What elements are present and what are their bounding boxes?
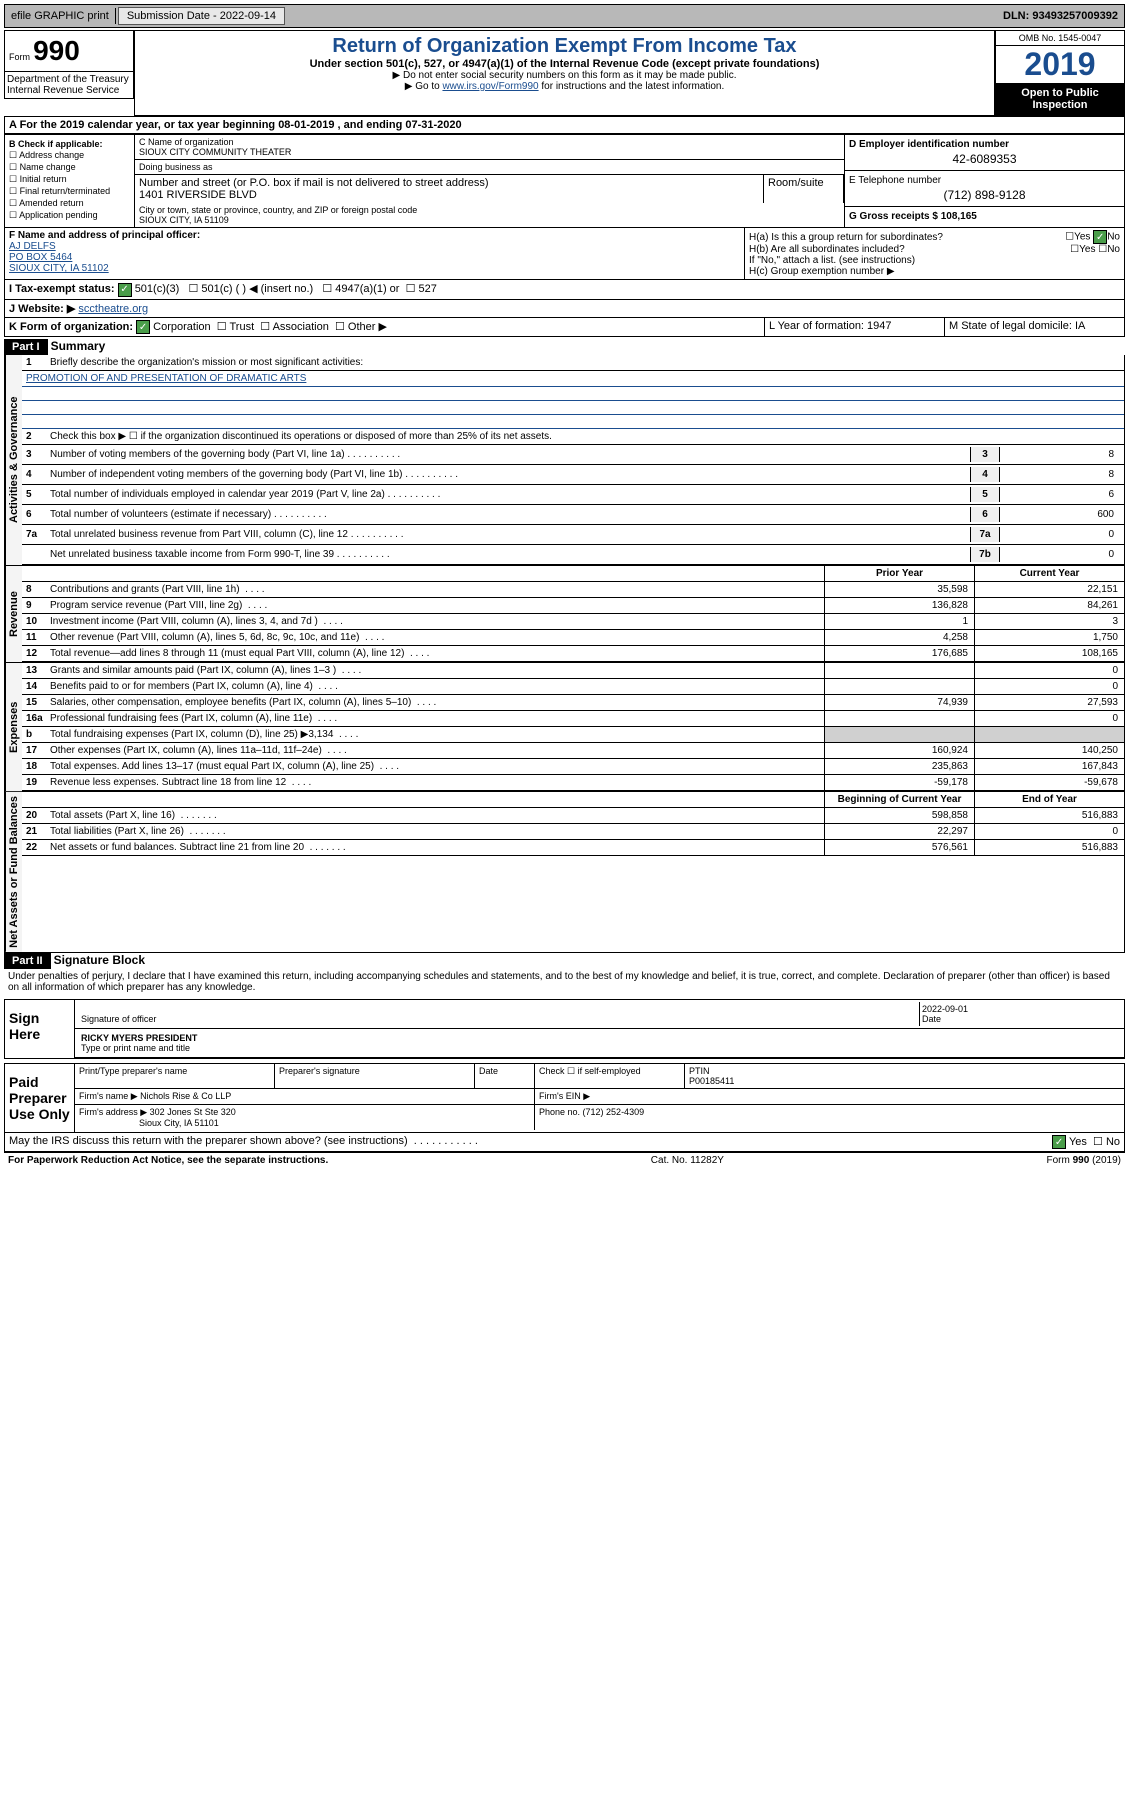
section-m: M State of legal domicile: IA: [944, 318, 1124, 337]
data-line: 9Program service revenue (Part VIII, lin…: [22, 598, 1124, 614]
dln: DLN: 93493257009392: [997, 8, 1124, 24]
irs-link[interactable]: www.irs.gov/Form990: [442, 81, 538, 92]
section-l: L Year of formation: 1947: [764, 318, 944, 337]
form-number: 990: [33, 35, 80, 66]
data-line: 13Grants and similar amounts paid (Part …: [22, 663, 1124, 679]
street: 1401 RIVERSIDE BLVD: [139, 189, 257, 201]
vert-net-assets: Net Assets or Fund Balances: [5, 792, 22, 952]
summary-line: Net unrelated business taxable income fr…: [22, 545, 1124, 565]
part1-header: Part I: [4, 339, 48, 355]
section-b: B Check if applicable: ☐ Address change …: [5, 135, 135, 227]
data-line: 21Total liabilities (Part X, line 26) . …: [22, 824, 1124, 840]
part1-title: Summary: [51, 339, 106, 353]
org-name: SIOUX CITY COMMUNITY THEATER: [139, 147, 291, 157]
check-icon: ✓: [118, 283, 132, 297]
data-line: 14Benefits paid to or for members (Part …: [22, 679, 1124, 695]
vert-revenue: Revenue: [5, 566, 22, 662]
data-line: 12Total revenue—add lines 8 through 11 (…: [22, 646, 1124, 662]
part2-header: Part II: [4, 953, 51, 969]
officer-name: AJ DELFS: [9, 241, 56, 252]
section-h: H(a) Is this a group return for subordin…: [744, 228, 1124, 279]
paid-preparer-section: Paid Preparer Use Only Print/Type prepar…: [4, 1063, 1125, 1133]
data-line: 18Total expenses. Add lines 13–17 (must …: [22, 759, 1124, 775]
subtitle: Under section 501(c), 527, or 4947(a)(1)…: [139, 58, 990, 70]
check-icon: ✓: [136, 320, 150, 334]
firm-phone: Phone no. (712) 252-4309: [535, 1105, 1124, 1130]
sign-here-section: Sign Here Signature of officer 2022-09-0…: [4, 999, 1125, 1059]
website-row: J Website: ▶ scctheatre.org: [5, 300, 1124, 317]
title-box: Return of Organization Exempt From Incom…: [134, 30, 995, 116]
omb-number: OMB No. 1545-0047: [996, 31, 1124, 46]
summary-line: 3Number of voting members of the governi…: [22, 445, 1124, 465]
data-line: 10Investment income (Part VIII, column (…: [22, 614, 1124, 630]
mission: PROMOTION OF AND PRESENTATION OF DRAMATI…: [22, 371, 1124, 387]
discuss-row: May the IRS discuss this return with the…: [5, 1133, 1124, 1152]
inspection-label: Open to Public Inspection: [996, 83, 1124, 115]
form-header: Form 990 Department of the Treasury Inte…: [4, 30, 1125, 116]
summary-line: 7aTotal unrelated business revenue from …: [22, 525, 1124, 545]
city: SIOUX CITY, IA 51109: [139, 215, 229, 225]
submission-date: Submission Date - 2022-09-14: [118, 7, 285, 25]
data-line: 8Contributions and grants (Part VIII, li…: [22, 582, 1124, 598]
year-box: OMB No. 1545-0047 2019 Open to Public In…: [995, 30, 1125, 116]
ptin: P00185411: [689, 1076, 734, 1086]
data-line: 11Other revenue (Part VIII, column (A), …: [22, 630, 1124, 646]
data-line: 15Salaries, other compensation, employee…: [22, 695, 1124, 711]
check-icon: ✓: [1052, 1135, 1066, 1149]
phone: (712) 898-9128: [849, 188, 1120, 202]
summary-line: 6Total number of volunteers (estimate if…: [22, 505, 1124, 525]
check-icon: ✓: [1093, 230, 1107, 244]
form-number-box: Form 990: [4, 30, 134, 72]
footer: For Paperwork Reduction Act Notice, see …: [4, 1152, 1125, 1168]
form-label: Form: [9, 52, 30, 62]
main-title: Return of Organization Exempt From Incom…: [139, 35, 990, 58]
summary-line: 4Number of independent voting members of…: [22, 465, 1124, 485]
part2-title: Signature Block: [54, 953, 145, 967]
officer-signature-name: RICKY MYERS PRESIDENT: [81, 1033, 197, 1043]
instruction-2: ▶ Go to www.irs.gov/Form990 for instruct…: [139, 81, 990, 92]
officer-row: F Name and address of principal officer:…: [4, 228, 1125, 280]
website-link[interactable]: scctheatre.org: [78, 303, 148, 315]
data-line: 19Revenue less expenses. Subtract line 1…: [22, 775, 1124, 791]
ein: 42-6089353: [849, 152, 1120, 166]
tax-status-row: I Tax-exempt status: ✓ 501(c)(3) ☐ 501(c…: [5, 280, 1124, 299]
data-line: 22Net assets or fund balances. Subtract …: [22, 840, 1124, 856]
section-c: C Name of organizationSIOUX CITY COMMUNI…: [135, 135, 844, 227]
vert-governance: Activities & Governance: [5, 355, 22, 565]
section-k: K Form of organization: ✓ Corporation ☐ …: [5, 318, 764, 337]
vert-expenses: Expenses: [5, 663, 22, 791]
dept-box: Department of the Treasury Internal Reve…: [4, 72, 134, 99]
data-line: 20Total assets (Part X, line 16) . . . .…: [22, 808, 1124, 824]
data-line: 16aProfessional fundraising fees (Part I…: [22, 711, 1124, 727]
instruction-1: ▶ Do not enter social security numbers o…: [139, 70, 990, 81]
section-a: A For the 2019 calendar year, or tax yea…: [4, 116, 1125, 134]
top-bar: efile GRAPHIC print Submission Date - 20…: [4, 4, 1125, 28]
summary-line: 5Total number of individuals employed in…: [22, 485, 1124, 505]
penalty-text: Under penalties of perjury, I declare th…: [4, 969, 1125, 995]
data-line: 17Other expenses (Part IX, column (A), l…: [22, 743, 1124, 759]
tax-year: 2019: [996, 46, 1124, 83]
section-f: F Name and address of principal officer:…: [5, 228, 744, 279]
efile-label: efile GRAPHIC print: [5, 8, 116, 24]
firm-name: Nichols Rise & Co LLP: [140, 1091, 231, 1101]
section-d: D Employer identification number42-60893…: [844, 135, 1124, 227]
data-line: bTotal fundraising expenses (Part IX, co…: [22, 727, 1124, 743]
info-grid: B Check if applicable: ☐ Address change …: [4, 134, 1125, 228]
gross-receipts: G Gross receipts $ 108,165: [849, 211, 977, 222]
